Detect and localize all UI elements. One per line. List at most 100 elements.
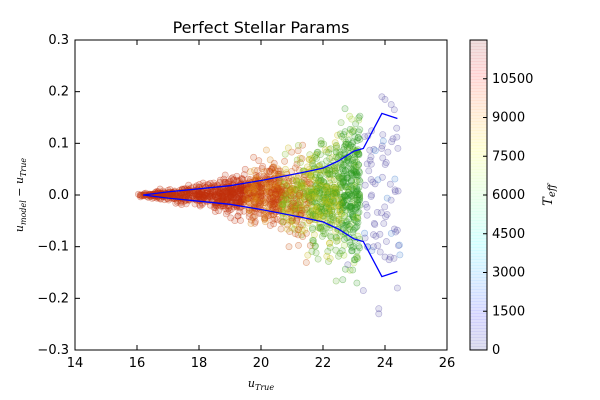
scatter-point	[268, 166, 276, 173]
scatter-point	[265, 167, 273, 175]
scatter-point	[314, 169, 322, 177]
scatter-point	[211, 188, 219, 196]
scatter-point	[346, 202, 353, 210]
scatter-point	[343, 191, 351, 199]
scatter-point	[293, 217, 300, 225]
scatter-point	[320, 212, 328, 220]
scatter-point	[299, 180, 307, 188]
scatter-point	[275, 184, 283, 192]
scatter-point	[354, 172, 362, 179]
scatter-point	[346, 112, 353, 120]
scatter-point	[294, 192, 301, 199]
scatter-point	[245, 185, 253, 193]
scatter-point	[329, 216, 337, 224]
scatter-point	[275, 167, 282, 175]
scatter-point	[300, 176, 308, 184]
scatter-point	[333, 148, 340, 156]
scatter-point	[347, 241, 354, 249]
scatter-point	[284, 189, 292, 197]
scatter-point	[324, 188, 332, 196]
scatter-point	[391, 186, 399, 194]
scatter-point	[281, 194, 289, 202]
scatter-point	[253, 193, 260, 201]
scatter-point	[183, 192, 191, 200]
scatter-point	[241, 196, 248, 203]
scatter-point	[198, 189, 206, 197]
scatter-point	[387, 229, 395, 237]
scatter-point	[233, 193, 240, 201]
scatter-point	[299, 141, 306, 149]
scatter-point	[347, 192, 355, 200]
scatter-point	[327, 145, 334, 153]
scatter-point	[215, 189, 222, 196]
scatter-point	[305, 208, 313, 216]
scatter-point	[301, 200, 309, 208]
scatter-point	[353, 203, 361, 211]
scatter-point	[351, 201, 359, 209]
scatter-point	[298, 207, 306, 214]
scatter-point	[335, 219, 343, 227]
scatter-point	[285, 177, 293, 185]
scatter-point	[297, 205, 305, 212]
scatter-point	[238, 174, 246, 182]
scatter-point	[313, 187, 321, 195]
scatter-point	[238, 187, 246, 194]
scatter-point	[350, 243, 357, 251]
scatter-point	[379, 137, 387, 145]
scatter-point	[252, 181, 260, 189]
scatter-point	[313, 202, 321, 210]
scatter-point	[326, 197, 334, 205]
scatter-point	[301, 189, 309, 196]
scatter-point	[327, 193, 335, 201]
scatter-point	[337, 217, 345, 225]
scatter-point	[215, 207, 222, 215]
scatter-point	[232, 185, 239, 192]
scatter-point	[331, 163, 339, 171]
scatter-point	[339, 161, 347, 169]
scatter-point	[281, 180, 288, 188]
scatter-point	[271, 189, 279, 197]
scatter-point	[237, 194, 245, 202]
scatter-point	[305, 196, 313, 204]
scatter-point	[224, 188, 231, 196]
scatter-point	[276, 167, 284, 175]
scatter-point	[331, 185, 339, 193]
scatter-point	[223, 188, 231, 196]
scatter-point	[219, 195, 227, 203]
scatter-point	[254, 191, 262, 198]
scatter-point	[350, 214, 357, 221]
scatter-point	[299, 233, 307, 240]
scatter-point	[311, 176, 319, 184]
scatter-point	[313, 194, 321, 202]
scatter-point	[330, 203, 338, 211]
scatter-point	[349, 213, 357, 220]
scatter-point	[291, 194, 299, 202]
scatter-point	[314, 177, 322, 185]
scatter-point	[341, 183, 349, 191]
scatter-point	[339, 193, 347, 201]
scatter-point	[291, 230, 299, 238]
scatter-point	[331, 167, 339, 175]
scatter-point	[354, 209, 362, 216]
scatter-point	[330, 164, 338, 172]
scatter-point	[286, 190, 294, 198]
scatter-point	[201, 194, 208, 201]
scatter-point	[247, 182, 255, 190]
scatter-point	[314, 224, 322, 231]
scatter-point	[353, 253, 360, 261]
scatter-point	[305, 189, 313, 196]
scatter-point	[346, 146, 354, 154]
scatter-point	[196, 190, 204, 198]
scatter-point	[349, 212, 357, 220]
scatter-point	[353, 162, 361, 170]
scatter-point	[361, 133, 369, 140]
scatter-point	[354, 187, 362, 194]
scatter-point	[271, 215, 279, 223]
scatter-point	[306, 242, 314, 249]
scatter-point	[344, 174, 352, 182]
scatter-point	[305, 194, 313, 202]
scatter-point	[233, 185, 241, 193]
scatter-point	[212, 191, 220, 199]
scatter-point	[301, 192, 309, 200]
scatter-point	[266, 193, 274, 201]
